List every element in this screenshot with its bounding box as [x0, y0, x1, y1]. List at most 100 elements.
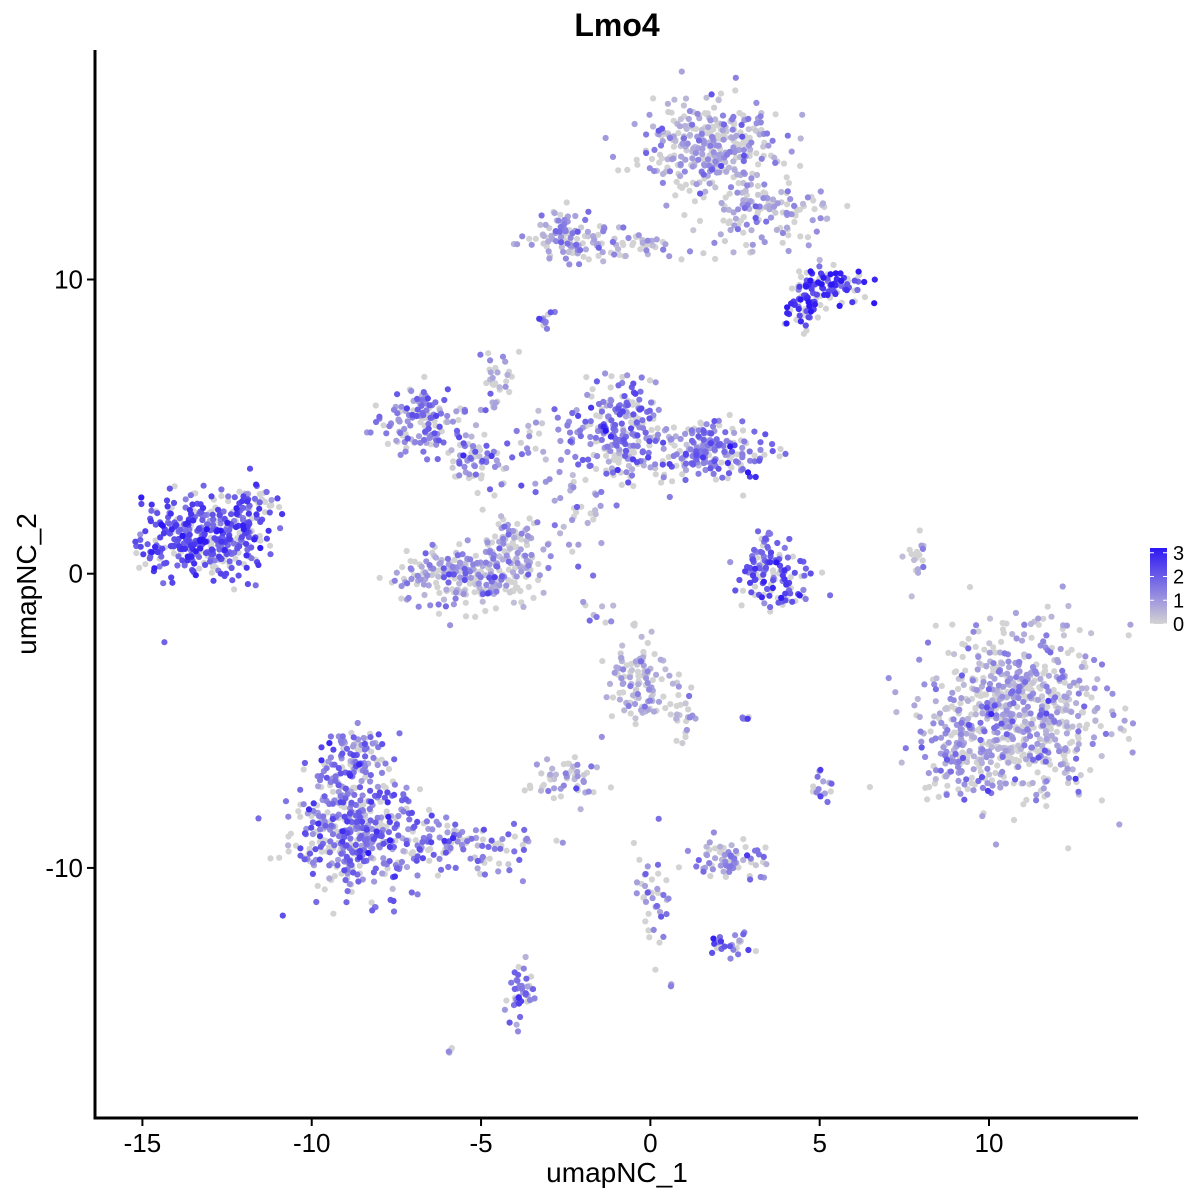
cell-point — [583, 374, 590, 381]
cell-point — [564, 422, 571, 429]
cell-point — [670, 424, 678, 431]
cell-point — [630, 449, 638, 456]
cell-point — [987, 759, 994, 766]
cell-point — [922, 753, 929, 761]
cell-point — [316, 833, 324, 840]
cell-point — [529, 986, 537, 993]
cell-point — [462, 432, 469, 439]
cell-point — [436, 855, 443, 863]
cell-point — [233, 510, 240, 517]
cell-point — [758, 234, 765, 241]
cell-point — [208, 569, 215, 576]
cell-point — [997, 649, 1004, 656]
cell-point — [362, 769, 369, 776]
cell-point — [191, 560, 198, 567]
cell-point — [585, 788, 592, 795]
cell-point — [200, 482, 207, 489]
cell-point — [479, 842, 486, 850]
cell-point — [472, 471, 479, 478]
cell-point — [660, 445, 667, 452]
cell-point — [472, 448, 479, 455]
cell-point — [587, 441, 594, 448]
cell-point — [355, 878, 362, 885]
cell-point — [991, 675, 998, 682]
cell-point — [326, 740, 333, 747]
cell-point — [906, 546, 913, 553]
cell-point — [1004, 670, 1011, 677]
cell-point — [608, 397, 615, 404]
cell-point — [1069, 723, 1076, 730]
cell-point — [450, 571, 457, 578]
cell-point — [525, 422, 532, 429]
cell-point — [721, 448, 728, 455]
cell-point — [593, 465, 600, 473]
cell-point — [844, 202, 851, 210]
cell-point — [774, 539, 781, 547]
cell-point — [719, 127, 726, 134]
cell-point — [159, 545, 166, 552]
cell-point — [727, 184, 735, 191]
cell-point — [636, 396, 643, 403]
cell-point — [566, 261, 573, 268]
cell-point — [447, 622, 454, 629]
cell-point — [632, 721, 639, 728]
cell-point — [952, 750, 959, 758]
cell-point — [730, 249, 737, 256]
cell-point — [598, 540, 605, 547]
cell-point — [742, 844, 749, 851]
cell-point — [796, 268, 803, 275]
cell-point — [627, 683, 634, 690]
cell-point — [707, 142, 714, 149]
cell-point — [257, 544, 264, 552]
cell-point — [947, 695, 954, 703]
cell-point — [1027, 620, 1034, 628]
cell-point — [791, 202, 798, 209]
cell-point — [467, 556, 474, 563]
cell-point — [810, 783, 817, 790]
cell-point — [943, 756, 951, 763]
cell-point — [1076, 677, 1083, 684]
cell-point — [1029, 679, 1036, 687]
cell-point — [1094, 676, 1101, 683]
cell-point — [817, 766, 824, 774]
cell-point — [367, 778, 374, 785]
cell-point — [751, 428, 758, 435]
cell-point — [739, 444, 746, 451]
cell-point — [545, 564, 552, 572]
cell-point — [1033, 797, 1040, 804]
cell-point — [218, 538, 225, 545]
cell-point — [390, 908, 398, 915]
cell-point — [632, 715, 639, 722]
cell-point — [483, 581, 490, 589]
cell-point — [460, 846, 467, 853]
cell-point — [678, 256, 685, 263]
cell-point — [423, 818, 430, 825]
cell-point — [791, 569, 798, 576]
cell-point — [817, 215, 824, 222]
cell-point — [1015, 694, 1022, 702]
cell-point — [468, 835, 475, 842]
cell-point — [911, 702, 918, 709]
cell-point — [166, 485, 173, 492]
cell-point — [1092, 717, 1099, 724]
cell-point — [686, 248, 694, 255]
cell-point — [933, 767, 940, 774]
cell-point — [670, 452, 677, 460]
cell-point — [502, 358, 509, 365]
cell-point — [555, 217, 562, 224]
cell-point — [795, 306, 802, 313]
cell-point — [1094, 704, 1101, 712]
cell-point — [635, 438, 642, 445]
cell-point — [560, 782, 567, 789]
cell-point — [496, 860, 503, 867]
cell-point — [584, 391, 591, 398]
cell-point — [970, 787, 977, 794]
cell-point — [576, 261, 583, 268]
cell-point — [428, 572, 436, 579]
cell-point — [1043, 632, 1050, 639]
cell-point — [977, 768, 984, 775]
cell-point — [988, 752, 995, 759]
cell-point — [559, 839, 566, 846]
cell-point — [765, 531, 772, 538]
cell-point — [452, 864, 459, 872]
